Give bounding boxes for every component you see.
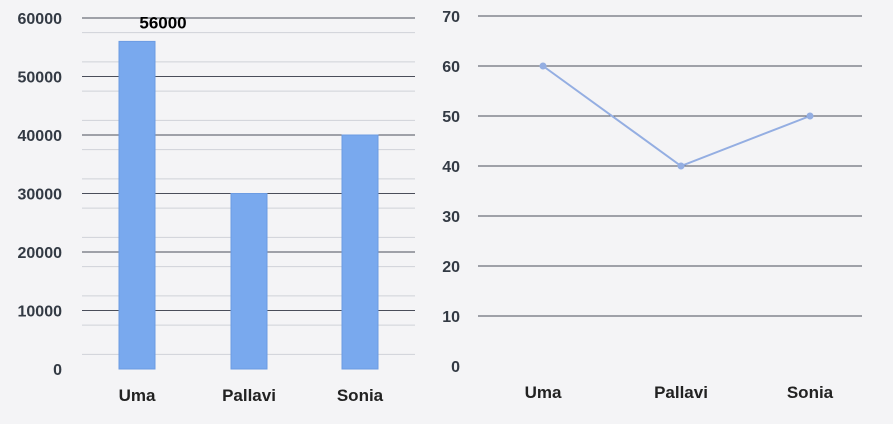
line-chart: 0 10 20 30 40 50 60 70 Uma Pallavi Sonia (442, 9, 862, 402)
x-category-label: Sonia (787, 383, 834, 402)
y-tick-label: 30000 (18, 187, 63, 204)
y-tick-label: 50 (442, 109, 460, 126)
y-tick-label: 10000 (18, 304, 63, 321)
y-tick-label: 40000 (18, 128, 63, 145)
bar-chart-panel: 0 10000 20000 30000 40000 50000 60000 Uma 56000 P… (0, 0, 430, 419)
bar-uma (118, 40, 156, 370)
bar-sonia (341, 134, 379, 370)
x-category-label: Uma (119, 386, 156, 405)
y-tick-label: 30 (442, 209, 460, 226)
x-category-label: Pallavi (222, 386, 276, 405)
y-tick-label: 60 (442, 59, 460, 76)
y-tick-label: 50000 (18, 70, 63, 87)
data-point-sonia (806, 112, 814, 120)
y-tick-label: 40 (442, 159, 460, 176)
y-tick-label: 0 (53, 362, 62, 379)
bar-chart: 0 10000 20000 30000 40000 50000 60000 Uma 56000 P… (18, 11, 415, 405)
y-tick-label: 60000 (18, 11, 63, 28)
y-tick-label: 70 (442, 9, 460, 26)
x-category-label: Uma (525, 383, 562, 402)
y-tick-label: 20000 (18, 245, 63, 262)
x-category-label: Pallavi (654, 383, 708, 402)
y-tick-label: 0 (451, 359, 460, 376)
x-category-label: Sonia (337, 386, 384, 405)
line-chart-panel: 0 10 20 30 40 50 60 70 Uma Pallavi Sonia (440, 0, 893, 419)
bar-pallavi (230, 193, 268, 370)
data-point-uma (539, 62, 547, 70)
data-point-pallavi (677, 162, 685, 170)
y-tick-label: 10 (442, 309, 460, 326)
y-tick-label: 20 (442, 259, 460, 276)
data-label: 56000 (139, 13, 186, 32)
